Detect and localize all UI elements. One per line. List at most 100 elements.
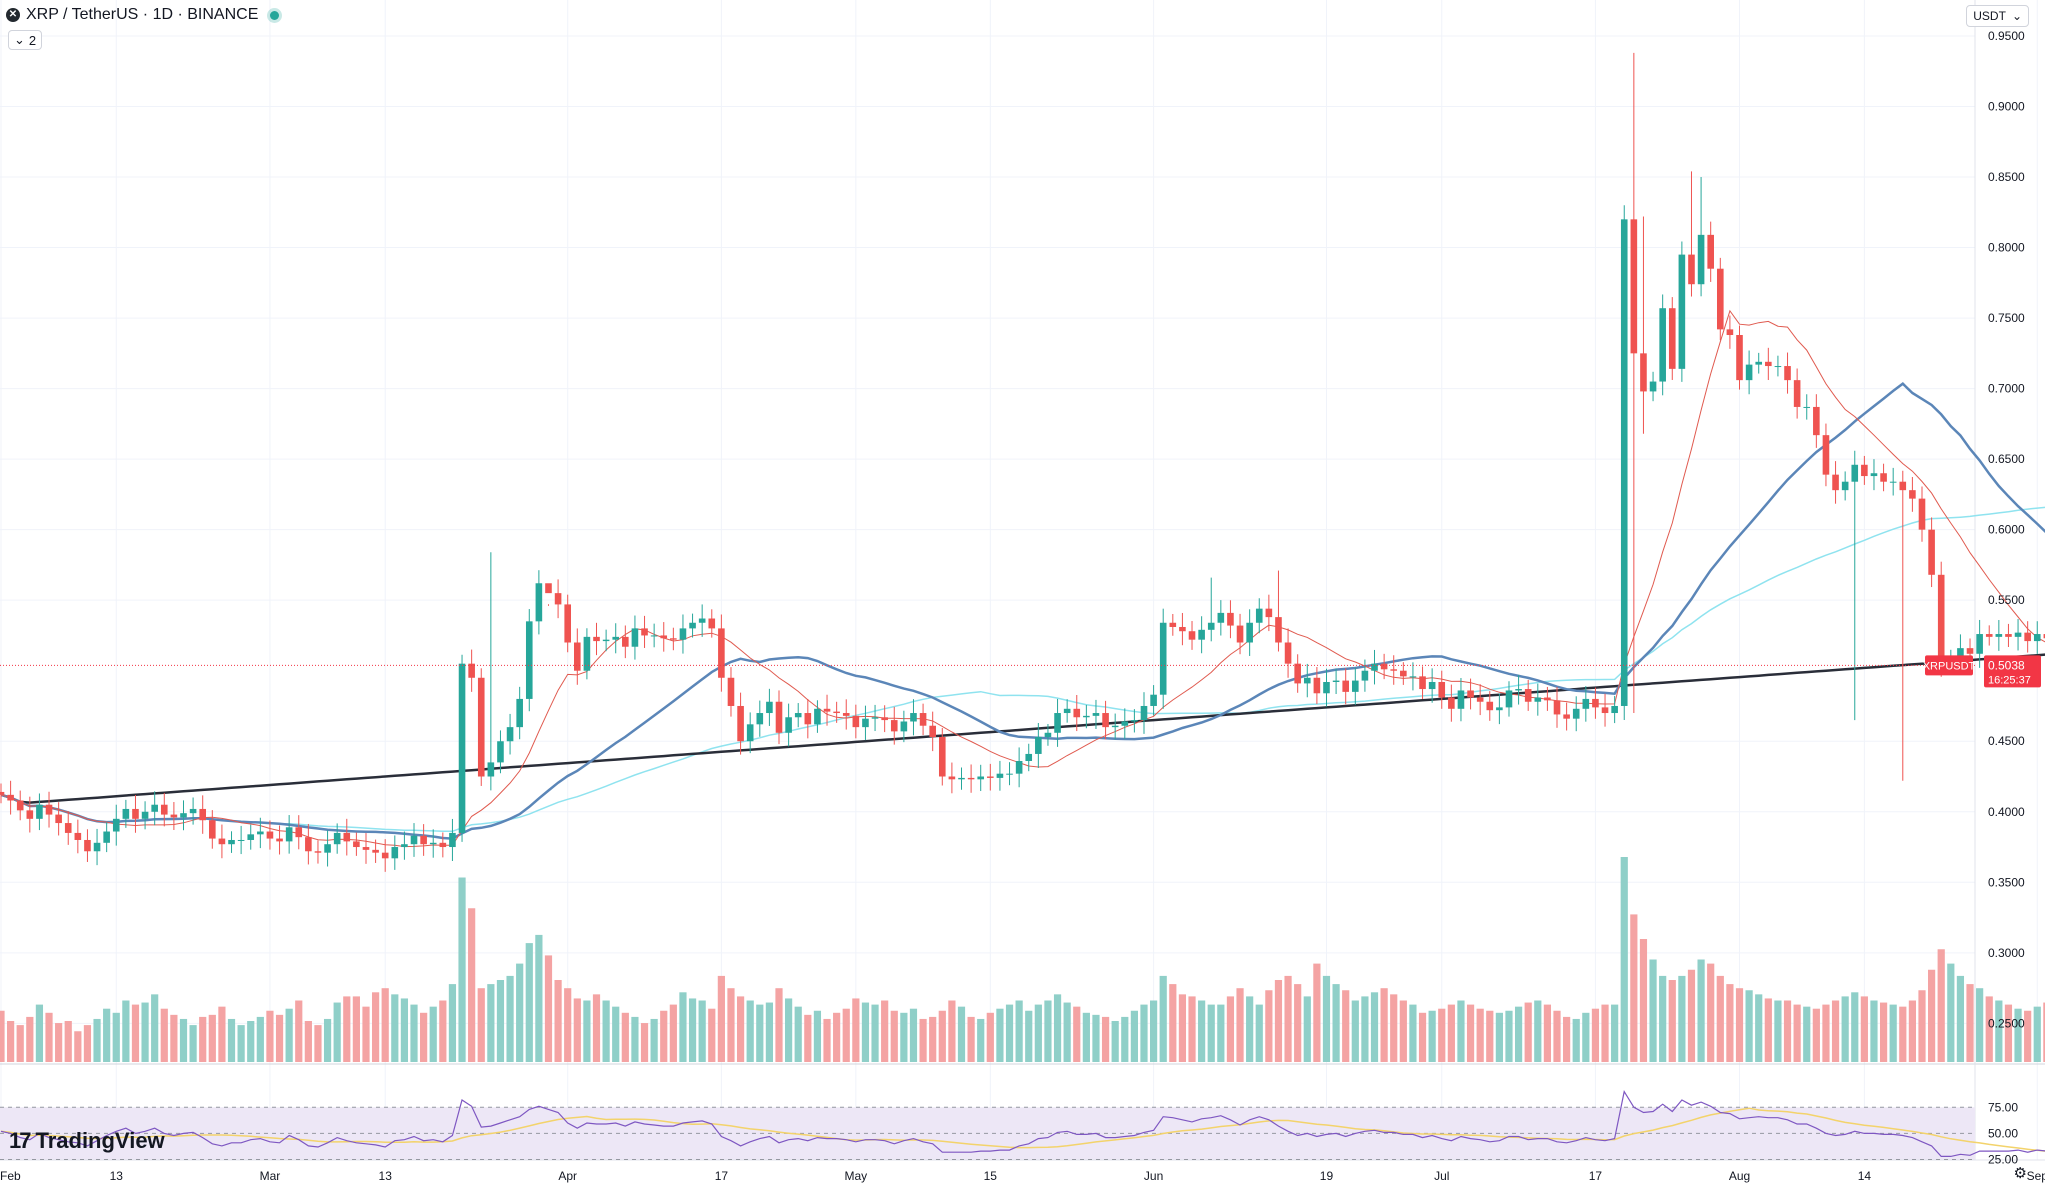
candle [1294,654,1301,693]
candle [1505,681,1513,717]
volume-bar [420,1012,428,1062]
rsi-tick-label: 50.00 [1988,1126,2018,1140]
candle-body [2005,634,2012,637]
candle [564,594,571,653]
candle-body [1736,335,1743,381]
candle-body [890,720,898,732]
candle-body [660,635,668,639]
candle-body [1515,689,1522,691]
volume-bar [1486,1010,1494,1062]
candle-body [199,808,207,821]
candle [449,818,456,862]
candle-body [1813,406,1820,436]
volume-bar [199,1016,207,1062]
volume-bar [256,1016,264,1062]
volume-bar [151,994,159,1062]
volume-bar [554,980,562,1062]
candle [1813,394,1820,448]
indicator-count: 2 [28,32,37,48]
candle [1803,394,1811,420]
candle [391,835,399,870]
volume-bar [1092,1014,1100,1062]
candle [1841,471,1849,501]
candle [1697,177,1705,297]
candle [2014,619,2022,651]
volume-bar [64,1021,72,1062]
candle [1179,612,1186,646]
volume-bar [727,988,735,1062]
candle-body [1601,707,1609,714]
candle-body [1150,694,1157,706]
tradingview-mark-icon: 17 [9,1128,32,1153]
volume-bar [1793,1004,1801,1062]
volume-bar [1591,1008,1600,1062]
volume-bar [122,1000,130,1062]
candle [1332,668,1340,695]
candle [1496,693,1503,725]
gear-icon[interactable]: ⚙ [2013,1165,2027,1182]
volume-bar [1918,990,1926,1062]
candle [1457,677,1465,722]
candle-body [285,827,293,842]
candle [1563,702,1570,731]
price-tick-label: 0.3500 [1988,875,2025,889]
volume-bar [1130,1010,1138,1062]
candle [439,832,447,858]
candle [1236,613,1244,655]
candle [160,792,168,827]
candle-body [1630,219,1638,354]
indicators-toggle[interactable]: ⌄ 2 [8,30,43,50]
candle [775,690,783,745]
volume-bar [1418,1012,1427,1062]
candle [1198,616,1205,654]
volume-bar [1284,975,1292,1062]
candle [785,703,792,747]
volume-bar [1735,988,1744,1062]
candle-body [1140,705,1148,721]
candle-body [247,834,255,840]
candle [1015,747,1023,788]
rsi-line [0,1089,2045,1157]
candle-body [1889,481,1897,483]
candle-body [1582,698,1590,709]
candle-body [1966,648,1974,654]
candle-body [987,776,994,778]
candle-body [497,741,504,763]
currency-select[interactable]: USDT ⌄ [1966,5,2029,27]
candle [1880,463,1887,492]
volume-bar [1495,1012,1503,1062]
candle [506,713,514,755]
volume-bar [573,998,581,1062]
volume-bar [237,1025,245,1062]
time-tick-label: 13 [110,1169,124,1183]
candle-body [1352,680,1359,692]
volume-bar [535,934,543,1062]
candle-body [679,628,687,640]
candle-body [602,639,610,642]
candle [429,829,437,858]
tradingview-logo[interactable]: 17 TradingView [9,1128,165,1154]
candle [1303,663,1311,698]
volume-bar [698,1000,706,1062]
candle [1150,685,1157,716]
candle [641,615,648,648]
candle-body [1044,732,1052,738]
candle [718,614,725,692]
candle-body [1707,234,1714,269]
volume-bar [35,1004,44,1062]
volume-bar [333,1002,341,1062]
volume-bar [1831,1000,1840,1062]
price-tick-label: 0.4500 [1988,734,2025,748]
candle [766,688,773,726]
volume-bar [948,1000,956,1062]
candle [1419,666,1426,700]
candle [468,649,475,692]
candle-body [439,842,447,848]
candle-body [295,827,303,838]
volume-bar [1668,980,1676,1062]
candle [1870,459,1878,491]
candle [1985,625,1993,646]
candle-body [910,713,917,722]
symbol-title[interactable]: XRP / TetherUS · 1D · BINANCE [26,6,259,23]
